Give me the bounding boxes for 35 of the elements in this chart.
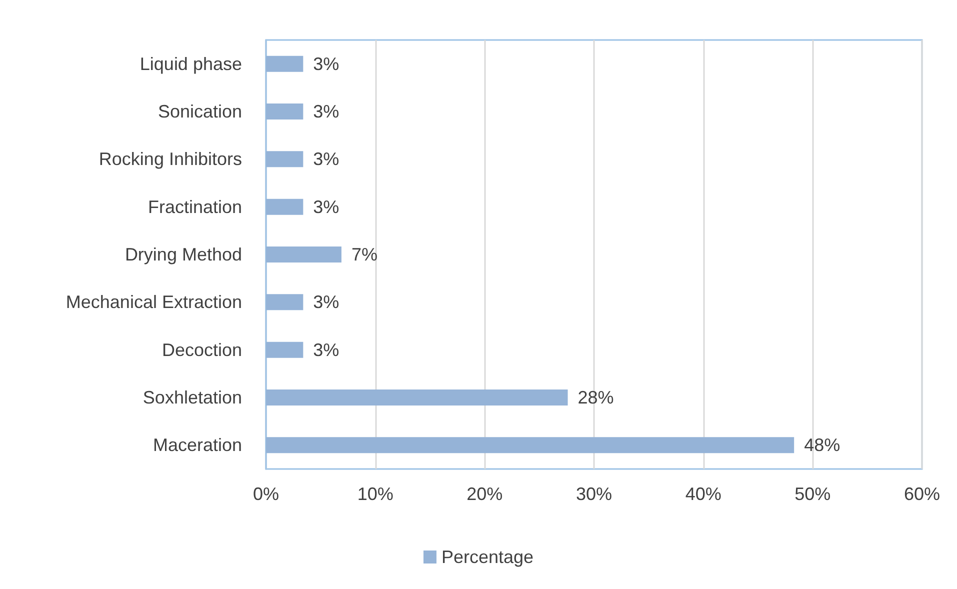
data-label: 3% [313, 54, 340, 74]
x-tick-label: 10% [357, 484, 394, 504]
bar [266, 56, 304, 72]
y-tick-label: Sonication [158, 102, 242, 122]
y-tick-label: Maceration [152, 435, 242, 456]
bar [266, 390, 568, 406]
bar [266, 246, 342, 262]
y-tick-label: Decoction [162, 340, 242, 360]
y-tick-label: Mechanical Extraction [66, 292, 242, 312]
x-tick-label: 0% [252, 484, 280, 504]
y-tick-label: Rocking Inhibitors [98, 149, 242, 170]
y-tick-label: Liquid phase [140, 54, 242, 74]
data-label: 7% [351, 244, 378, 264]
bar [266, 437, 794, 454]
bar [266, 104, 304, 120]
data-label: 3% [313, 340, 340, 360]
x-tick-label: 50% [794, 484, 831, 504]
data-label: 3% [313, 149, 340, 170]
data-label: 3% [313, 102, 340, 122]
x-tick-label: 20% [466, 484, 503, 504]
data-label: 3% [313, 292, 340, 312]
y-tick-label: Drying Method [124, 244, 242, 264]
x-tick-label: 30% [576, 484, 612, 504]
y-tick-label: Fractination [148, 196, 242, 217]
y-tick-label: Soxhletation [142, 388, 242, 408]
data-label: 3% [313, 196, 340, 217]
bar [266, 294, 304, 310]
bar [266, 342, 304, 358]
x-tick-label: 40% [685, 484, 722, 504]
bar [266, 151, 304, 168]
x-tick-label: 60% [904, 484, 940, 504]
data-label: 28% [578, 388, 614, 408]
bar [266, 198, 304, 215]
legend-label: Percentage [441, 547, 534, 567]
data-label: 48% [804, 435, 840, 456]
